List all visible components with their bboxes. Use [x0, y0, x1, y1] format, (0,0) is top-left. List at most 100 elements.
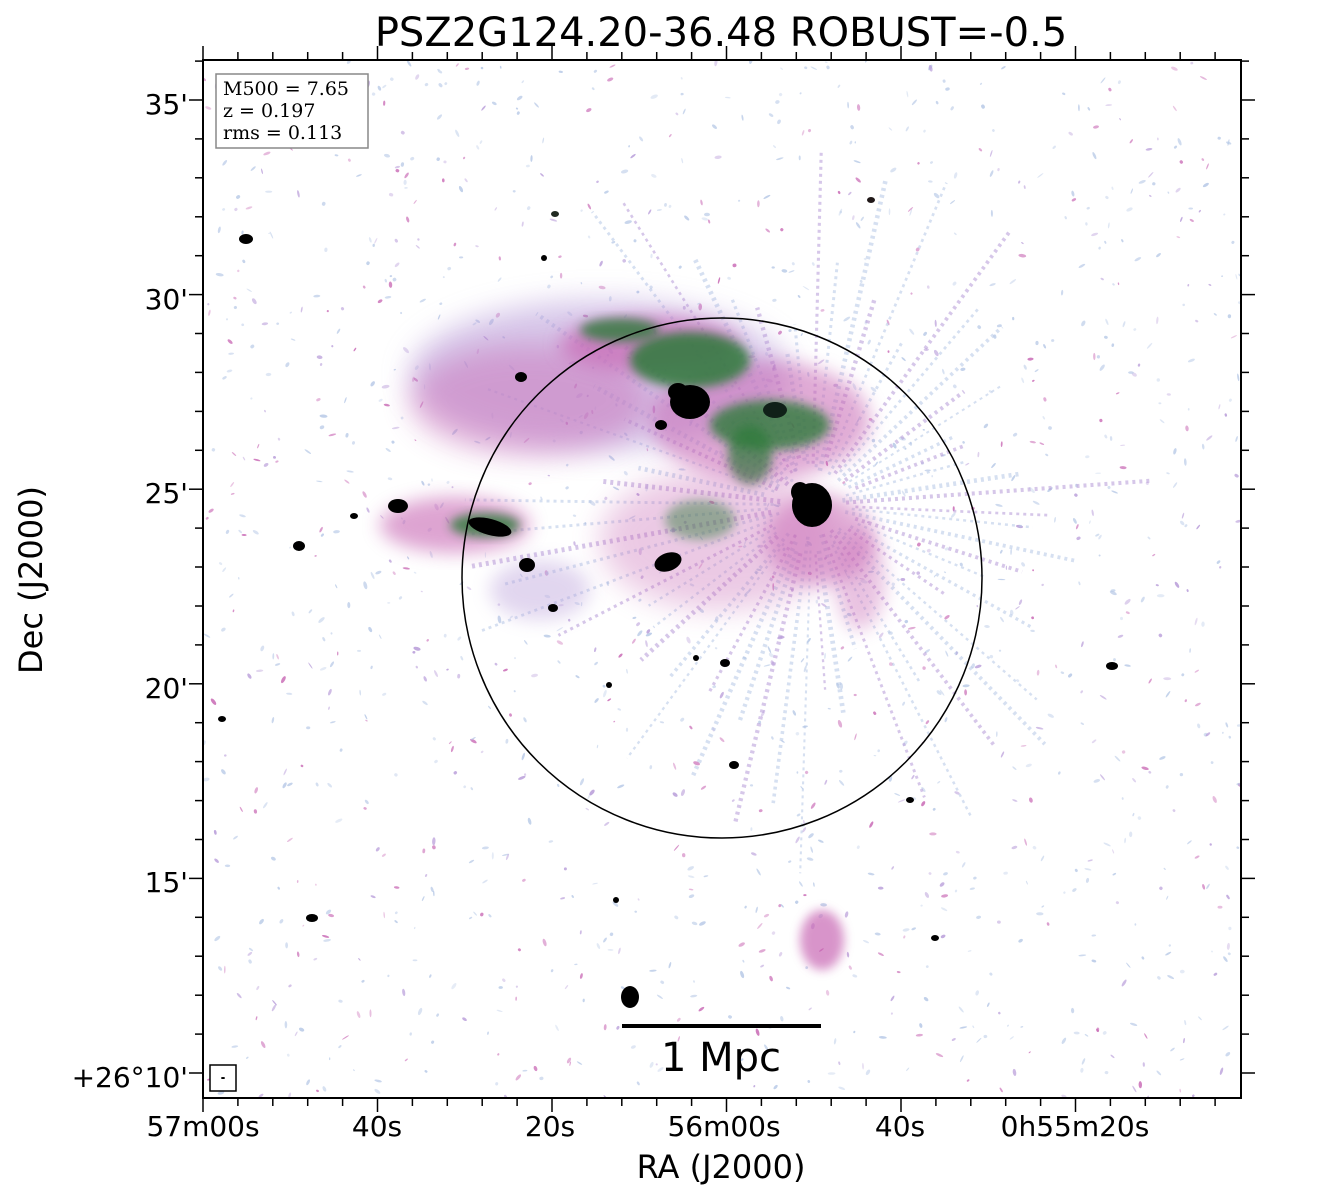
- streak: [829, 528, 996, 747]
- noise-speckle: [1045, 453, 1049, 457]
- noise-speckle: [481, 105, 486, 111]
- noise-speckle: [1202, 182, 1209, 188]
- noise-speckle: [1144, 1033, 1148, 1039]
- noise-speckle: [329, 721, 336, 724]
- noise-speckle: [817, 359, 825, 365]
- noise-speckle: [374, 237, 378, 244]
- noise-speckle: [475, 245, 479, 248]
- noise-speckle: [1117, 282, 1120, 286]
- streak: [691, 255, 799, 473]
- noise-speckle: [557, 660, 561, 664]
- noise-speckle: [693, 980, 695, 983]
- noise-speckle: [1054, 516, 1056, 523]
- noise-speckle: [688, 894, 695, 899]
- noise-speckle: [891, 866, 895, 870]
- noise-speckle: [962, 441, 965, 444]
- noise-speckle: [906, 1067, 910, 1072]
- noise-speckle: [323, 938, 331, 942]
- noise-speckle: [234, 207, 238, 211]
- noise-speckle: [808, 1007, 812, 1011]
- noise-speckle: [347, 158, 351, 162]
- noise-speckle: [771, 931, 776, 935]
- scale-bar-label: 1 Mpc: [661, 1035, 781, 1081]
- noise-speckle: [954, 791, 960, 795]
- noise-speckle: [531, 673, 538, 678]
- noise-speckle: [366, 261, 370, 266]
- noise-speckle: [316, 1089, 319, 1093]
- noise-speckle: [1218, 404, 1221, 410]
- noise-speckle: [269, 231, 274, 239]
- noise-speckle: [1031, 616, 1034, 620]
- noise-speckle: [505, 738, 509, 744]
- noise-speckle: [1202, 883, 1206, 890]
- noise-speckle: [521, 80, 525, 84]
- noise-speckle: [540, 173, 544, 177]
- info-box: [215, 73, 369, 149]
- noise-speckle: [928, 65, 933, 72]
- noise-speckle: [432, 737, 436, 741]
- noise-speckle: [1020, 1026, 1024, 1028]
- noise-speckle: [322, 637, 326, 642]
- noise-speckle: [1011, 845, 1018, 850]
- noise-speckle: [888, 208, 891, 216]
- noise-speckle: [989, 149, 993, 158]
- noise-speckle: [771, 266, 775, 269]
- noise-speckle: [1173, 145, 1178, 149]
- noise-speckle: [406, 60, 412, 67]
- noise-speckle: [393, 368, 396, 371]
- noise-speckle: [256, 985, 260, 991]
- noise-speckle: [1016, 679, 1020, 683]
- noise-speckle: [389, 275, 393, 278]
- noise-speckle: [646, 448, 649, 452]
- noise-speckle: [791, 262, 795, 266]
- noise-speckle: [952, 384, 957, 389]
- noise-speckle: [383, 153, 391, 158]
- noise-speckle: [1146, 342, 1153, 349]
- noise-speckle: [1156, 594, 1165, 598]
- noise-speckle: [923, 129, 926, 133]
- noise-speckle: [967, 950, 972, 952]
- noise-speckle: [319, 414, 328, 418]
- noise-speckle: [1012, 1068, 1017, 1076]
- noise-speckle: [392, 571, 396, 575]
- streak: [845, 478, 1154, 505]
- noise-speckle: [838, 1086, 846, 1090]
- noise-speckle: [1084, 868, 1092, 871]
- noise-speckle: [515, 107, 519, 110]
- noise-speckle: [222, 208, 226, 211]
- noise-speckle: [455, 129, 460, 137]
- noise-speckle: [222, 567, 227, 573]
- noise-speckle: [1018, 180, 1021, 184]
- noise-speckle: [491, 101, 497, 106]
- noise-speckle: [887, 350, 890, 353]
- noise-speckle: [300, 764, 304, 768]
- noise-speckle: [1104, 1070, 1109, 1075]
- noise-speckle: [289, 311, 293, 314]
- noise-speckle: [288, 984, 292, 988]
- noise-speckle: [765, 228, 771, 233]
- noise-speckle: [233, 835, 238, 840]
- noise-speckle: [585, 807, 590, 811]
- noise-speckle: [808, 833, 814, 839]
- noise-speckle: [322, 934, 330, 938]
- noise-speckle: [276, 322, 280, 325]
- noise-speckle: [592, 882, 599, 885]
- noise-speckle: [1058, 771, 1061, 775]
- noise-speckle: [415, 244, 420, 249]
- noise-speckle: [271, 716, 275, 724]
- noise-speckle: [1098, 534, 1102, 540]
- noise-speckle: [636, 622, 641, 627]
- noise-speckle: [322, 1086, 327, 1092]
- noise-speckle: [533, 1065, 538, 1072]
- noise-speckle: [844, 911, 849, 918]
- noise-speckle: [521, 221, 524, 227]
- noise-speckle: [950, 106, 954, 111]
- noise-speckle: [394, 165, 401, 169]
- noise-speckle: [958, 1006, 964, 1013]
- noise-speckle: [1091, 959, 1097, 963]
- noise-speckle: [347, 602, 351, 609]
- noise-speckle: [966, 1079, 970, 1082]
- noise-speckle: [1036, 669, 1040, 676]
- noise-speckle: [1142, 1062, 1145, 1067]
- noise-speckle: [1221, 275, 1224, 277]
